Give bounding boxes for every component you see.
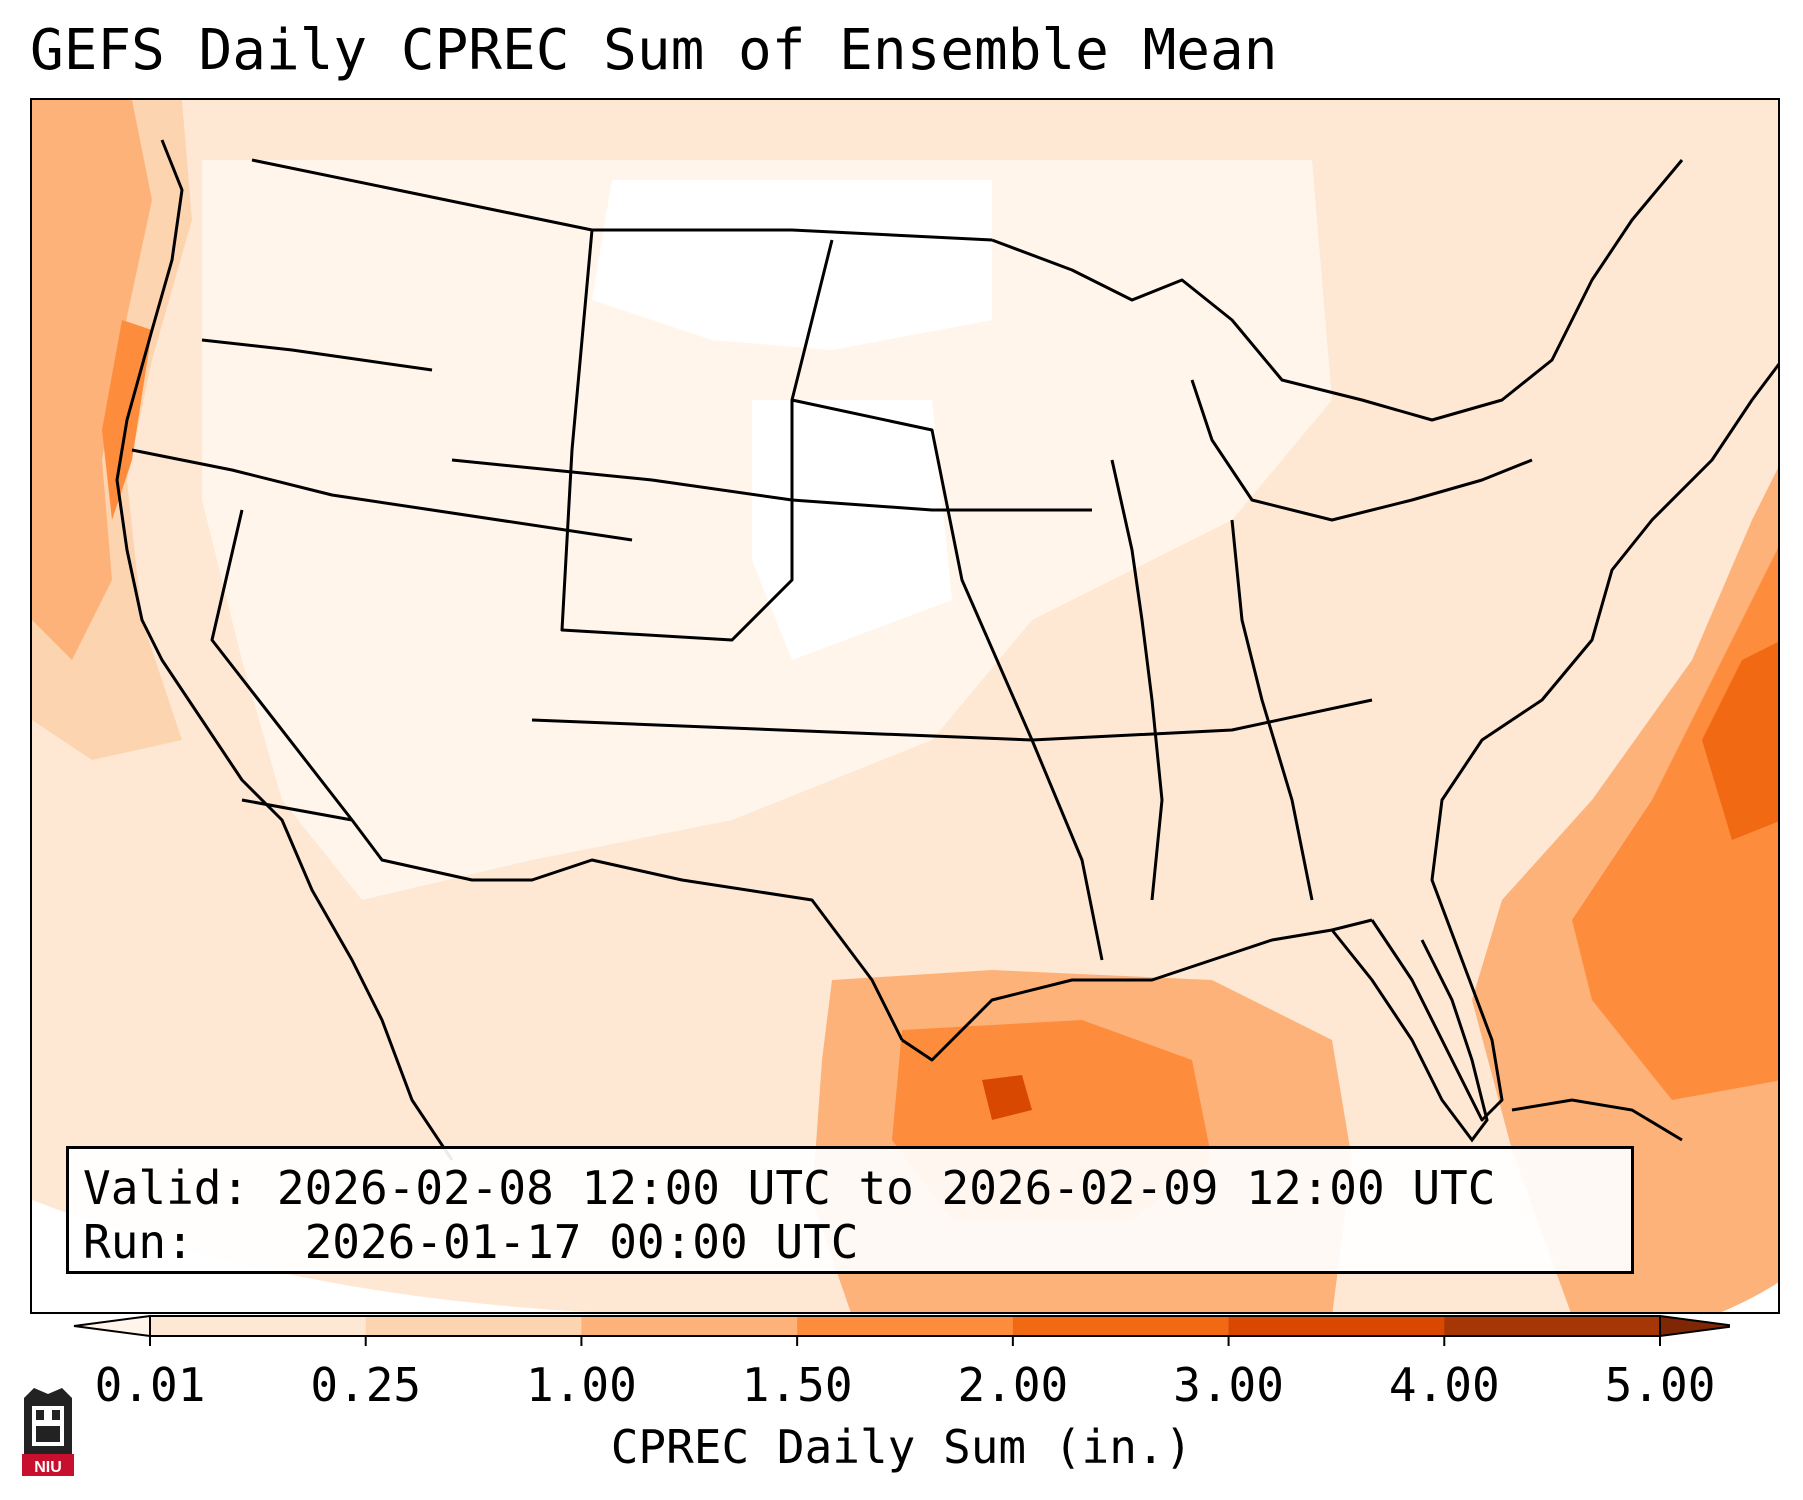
colorbar-tick-label: 2.00 (957, 1358, 1069, 1412)
state-border-mid (451, 458, 1092, 512)
atlantic-band-core (1572, 548, 1778, 1100)
state-border-36n (531, 698, 1373, 742)
florida-coastline (1330, 929, 1489, 1143)
nevada-california-border (210, 509, 354, 821)
colorbar-tick-label: 5.00 (1604, 1358, 1716, 1412)
colorbar-segment (1228, 1316, 1445, 1336)
gulf-coastline (901, 918, 1373, 1062)
colorbar-frame (149, 1315, 1661, 1337)
precipitation-map (30, 98, 1780, 1314)
interior-state-borders-central (791, 398, 1104, 961)
colorbar-tick-label: 0.25 (310, 1358, 422, 1412)
run-label: Run: (83, 1215, 194, 1269)
atlantic-coastline (1370, 362, 1778, 1122)
washington-oregon-border (201, 338, 433, 372)
niu-logo: NIU (22, 1388, 74, 1476)
oregon-nevada-border (131, 448, 633, 542)
colorbar-segment (150, 1316, 367, 1336)
run-value: 2026-01-17 00:00 UTC (304, 1215, 859, 1269)
off-projection-left (32, 1200, 587, 1312)
map-canvas (32, 100, 1778, 1312)
svg-text:NIU: NIU (34, 1459, 62, 1476)
atlantic-band-max (1702, 642, 1778, 840)
colorbar-segment (365, 1316, 582, 1336)
colorbar-under-arrow (73, 1314, 151, 1338)
colorbar-tick-label: 3.00 (1173, 1358, 1284, 1412)
great-lakes-outline (1190, 379, 1533, 522)
off-projection-right (1721, 1282, 1778, 1312)
us-canada-border-west (251, 158, 993, 242)
colorbar-over-arrow (1659, 1314, 1730, 1338)
dry-area-plains (752, 400, 952, 660)
colorbar-tick-label: 4.00 (1388, 1358, 1500, 1412)
colorbar-segment (797, 1316, 1014, 1336)
colorbar-tick-label: 1.50 (741, 1358, 853, 1412)
dry-area-north (592, 180, 992, 350)
gulf-band-max (982, 1075, 1032, 1120)
us-canada-border-east (991, 159, 1684, 422)
us-mexico-border (241, 798, 904, 1041)
colorbar-label: CPREC Daily Sum (in.) (610, 1420, 1193, 1474)
colorbar-segment (1444, 1316, 1661, 1336)
us-west-coastline (115, 139, 454, 1161)
valid-label: Valid: (83, 1161, 250, 1215)
state-border-east (1230, 519, 1314, 901)
colorbar-tick-label: 0.01 (94, 1358, 206, 1412)
map-title: GEFS Daily CPREC Sum of Ensemble Mean (30, 18, 1278, 83)
valid-value: 2026-02-08 12:00 UTC to 2026-02-09 12:00… (276, 1161, 1496, 1215)
valid-run-info-box: Valid: 2026-02-08 12:00 UTC to 2026-02-0… (66, 1146, 1634, 1274)
state-border-mississippi (1110, 459, 1164, 901)
pacific-band-core (32, 100, 152, 660)
colorbar-segment (581, 1316, 798, 1336)
colorbar-tick-label: 1.00 (526, 1358, 637, 1412)
caribbean-islands (1511, 1098, 1683, 1142)
colorbar-segment (1012, 1316, 1230, 1336)
colorbar (73, 1314, 1730, 1346)
